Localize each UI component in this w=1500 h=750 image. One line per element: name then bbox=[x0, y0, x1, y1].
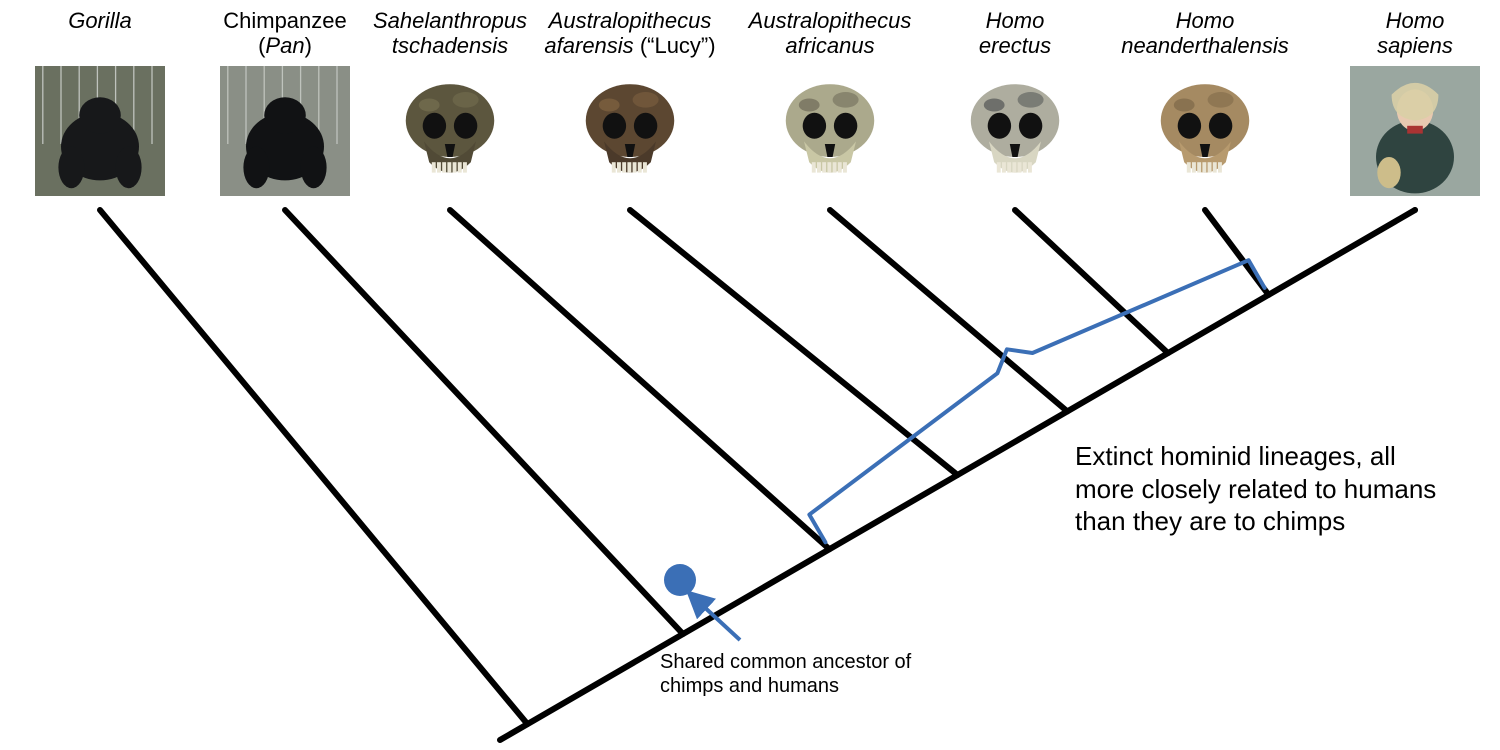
taxon-label-neanderthal: Homoneanderthalensis bbox=[1105, 8, 1305, 59]
taxon-label-gorilla: Gorilla bbox=[0, 8, 200, 33]
diagram-stage: GorillaChimpanzee(Pan)Sahelanthropustsch… bbox=[0, 0, 1500, 750]
taxon-label-erectus: Homoerectus bbox=[915, 8, 1115, 59]
taxon-thumb-gorilla bbox=[30, 66, 170, 196]
taxon-label-sapiens: Homosapiens bbox=[1315, 8, 1500, 59]
taxon-thumb-neanderthal bbox=[1135, 66, 1275, 196]
taxon-label-afarensis: Australopithecusafarensis (“Lucy”) bbox=[530, 8, 730, 59]
taxon-thumb-afarensis bbox=[560, 66, 700, 196]
taxon-label-africanus: Australopithecusafricanus bbox=[730, 8, 930, 59]
taxon-thumb-sahelanthropus bbox=[380, 66, 520, 196]
extinct-lineages-annotation: Extinct hominid lineages, all more close… bbox=[1075, 440, 1455, 538]
taxon-thumb-africanus bbox=[760, 66, 900, 196]
taxon-thumb-chimpanzee bbox=[215, 66, 355, 196]
taxon-label-sahelanthropus: Sahelanthropustschadensis bbox=[350, 8, 550, 59]
taxon-thumb-erectus bbox=[945, 66, 1085, 196]
ancestor-caption: Shared common ancestor of chimps and hum… bbox=[660, 650, 980, 698]
taxon-thumb-sapiens bbox=[1345, 66, 1485, 196]
